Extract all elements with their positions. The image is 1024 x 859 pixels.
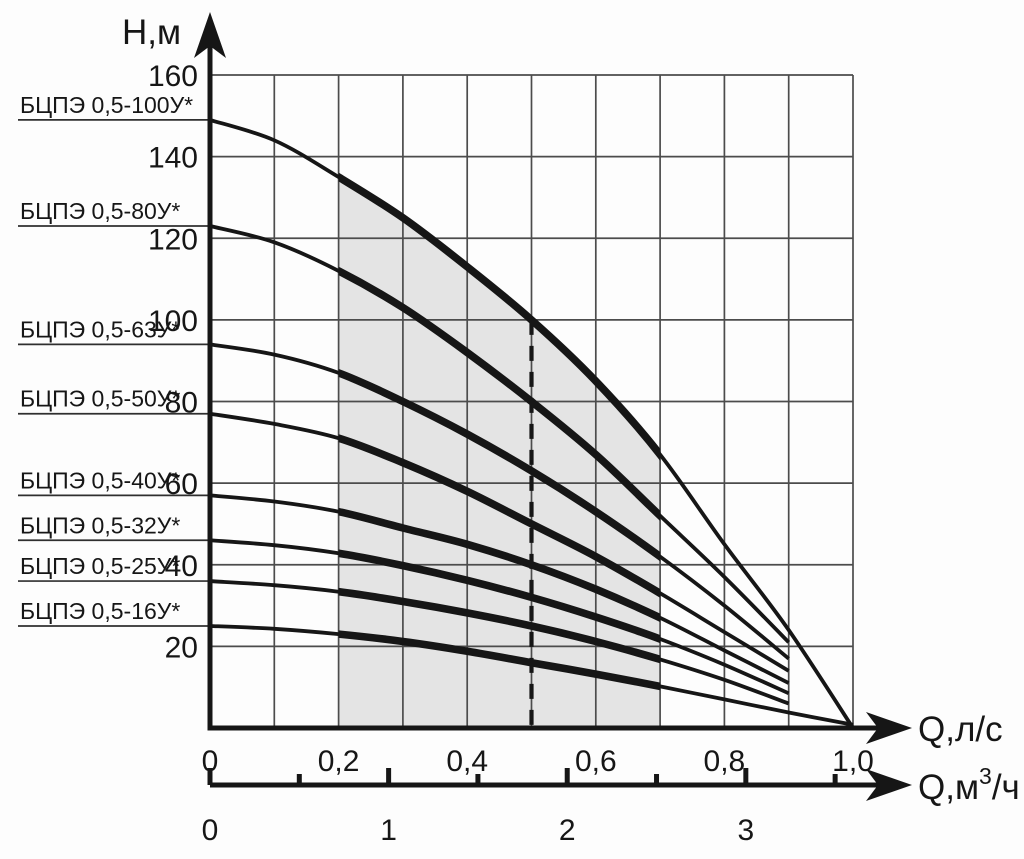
pump-curve-thick bbox=[338, 172, 661, 461]
x-tick-label: 0,6 bbox=[575, 745, 617, 778]
secondary-axis-minor-tick bbox=[654, 774, 660, 785]
y-tick-label: 100 bbox=[148, 305, 198, 338]
axis-titles: H,м Q,л/с Q,м3/ч bbox=[122, 13, 1020, 807]
x-axis-secondary-title: Q,м3/ч bbox=[918, 763, 1020, 807]
pump-curves bbox=[209, 118, 855, 730]
x-tick-label: 0,4 bbox=[446, 745, 488, 778]
pump-label: БЦПЭ 0,5-100У* bbox=[20, 92, 193, 118]
x-tick-label: 1,0 bbox=[832, 745, 874, 778]
secondary-tick-label: 0 bbox=[202, 814, 219, 847]
pump-label: БЦПЭ 0,5-32У* bbox=[20, 512, 180, 538]
axes bbox=[194, 12, 912, 801]
y-tick-label: 120 bbox=[148, 223, 198, 256]
y-tick-label: 20 bbox=[165, 631, 198, 664]
y-axis-arrow-icon bbox=[194, 12, 226, 58]
secondary-axis-minor-tick bbox=[832, 774, 838, 785]
x-axis-primary-title: Q,л/с bbox=[918, 710, 1003, 749]
secondary-axis-major-tick bbox=[743, 768, 749, 785]
pump-curve-thick bbox=[338, 587, 661, 664]
secondary-axis-minor-tick bbox=[296, 774, 302, 785]
x-tick-label: 0,8 bbox=[704, 745, 746, 778]
x-axis-primary-arrow-icon bbox=[866, 712, 912, 744]
x-tick-label: 0,2 bbox=[318, 745, 360, 778]
tick-labels: 20 40 60 80 100 120 140 160 0 0,2 0,4 0,6 0,8 1,0 0 1 2 3 bbox=[148, 60, 874, 847]
pump-label: БЦПЭ 0,5-16У* bbox=[20, 598, 180, 624]
pump-curve-thick bbox=[338, 507, 661, 623]
y-tick-label: 80 bbox=[165, 387, 198, 420]
pump-label: БЦПЭ 0,5-63У* bbox=[20, 316, 180, 342]
y-tick-label: 40 bbox=[165, 550, 198, 583]
pump-label: БЦПЭ 0,5-80У* bbox=[20, 198, 180, 224]
y-tick-label: 160 bbox=[148, 60, 198, 93]
pump-label: БЦПЭ 0,5-40У* bbox=[20, 467, 180, 493]
pump-labels: БЦПЭ 0,5-100У* БЦПЭ 0,5-80У* БЦПЭ 0,5-63У*… bbox=[20, 92, 193, 624]
y-tick-label: 60 bbox=[165, 468, 198, 501]
pump-label: БЦПЭ 0,5-50У* bbox=[20, 386, 180, 412]
pump-curve-thick bbox=[338, 368, 661, 562]
y-axis-title: H,м bbox=[122, 13, 181, 52]
pump-curve-thick bbox=[338, 630, 661, 691]
secondary-axis-minor-tick bbox=[475, 774, 481, 785]
pump-curve-thick bbox=[338, 434, 661, 598]
secondary-tick-label: 3 bbox=[737, 814, 754, 847]
pump-label: БЦПЭ 0,5-25У* bbox=[20, 553, 180, 579]
pump-label-leader-lines bbox=[18, 119, 210, 627]
secondary-tick-label: 2 bbox=[559, 814, 576, 847]
secondary-axis-major-tick bbox=[386, 768, 392, 785]
x-tick-label: 0 bbox=[202, 745, 219, 778]
secondary-axis-major-tick bbox=[564, 768, 570, 785]
secondary-tick-label: 1 bbox=[380, 814, 397, 847]
x-axis-secondary-arrow-icon bbox=[866, 769, 912, 801]
pump-curve-thick bbox=[338, 266, 661, 522]
secondary-axis-major-tick bbox=[207, 768, 213, 785]
pump-curve-thick bbox=[338, 549, 661, 644]
y-tick-label: 140 bbox=[148, 142, 198, 175]
